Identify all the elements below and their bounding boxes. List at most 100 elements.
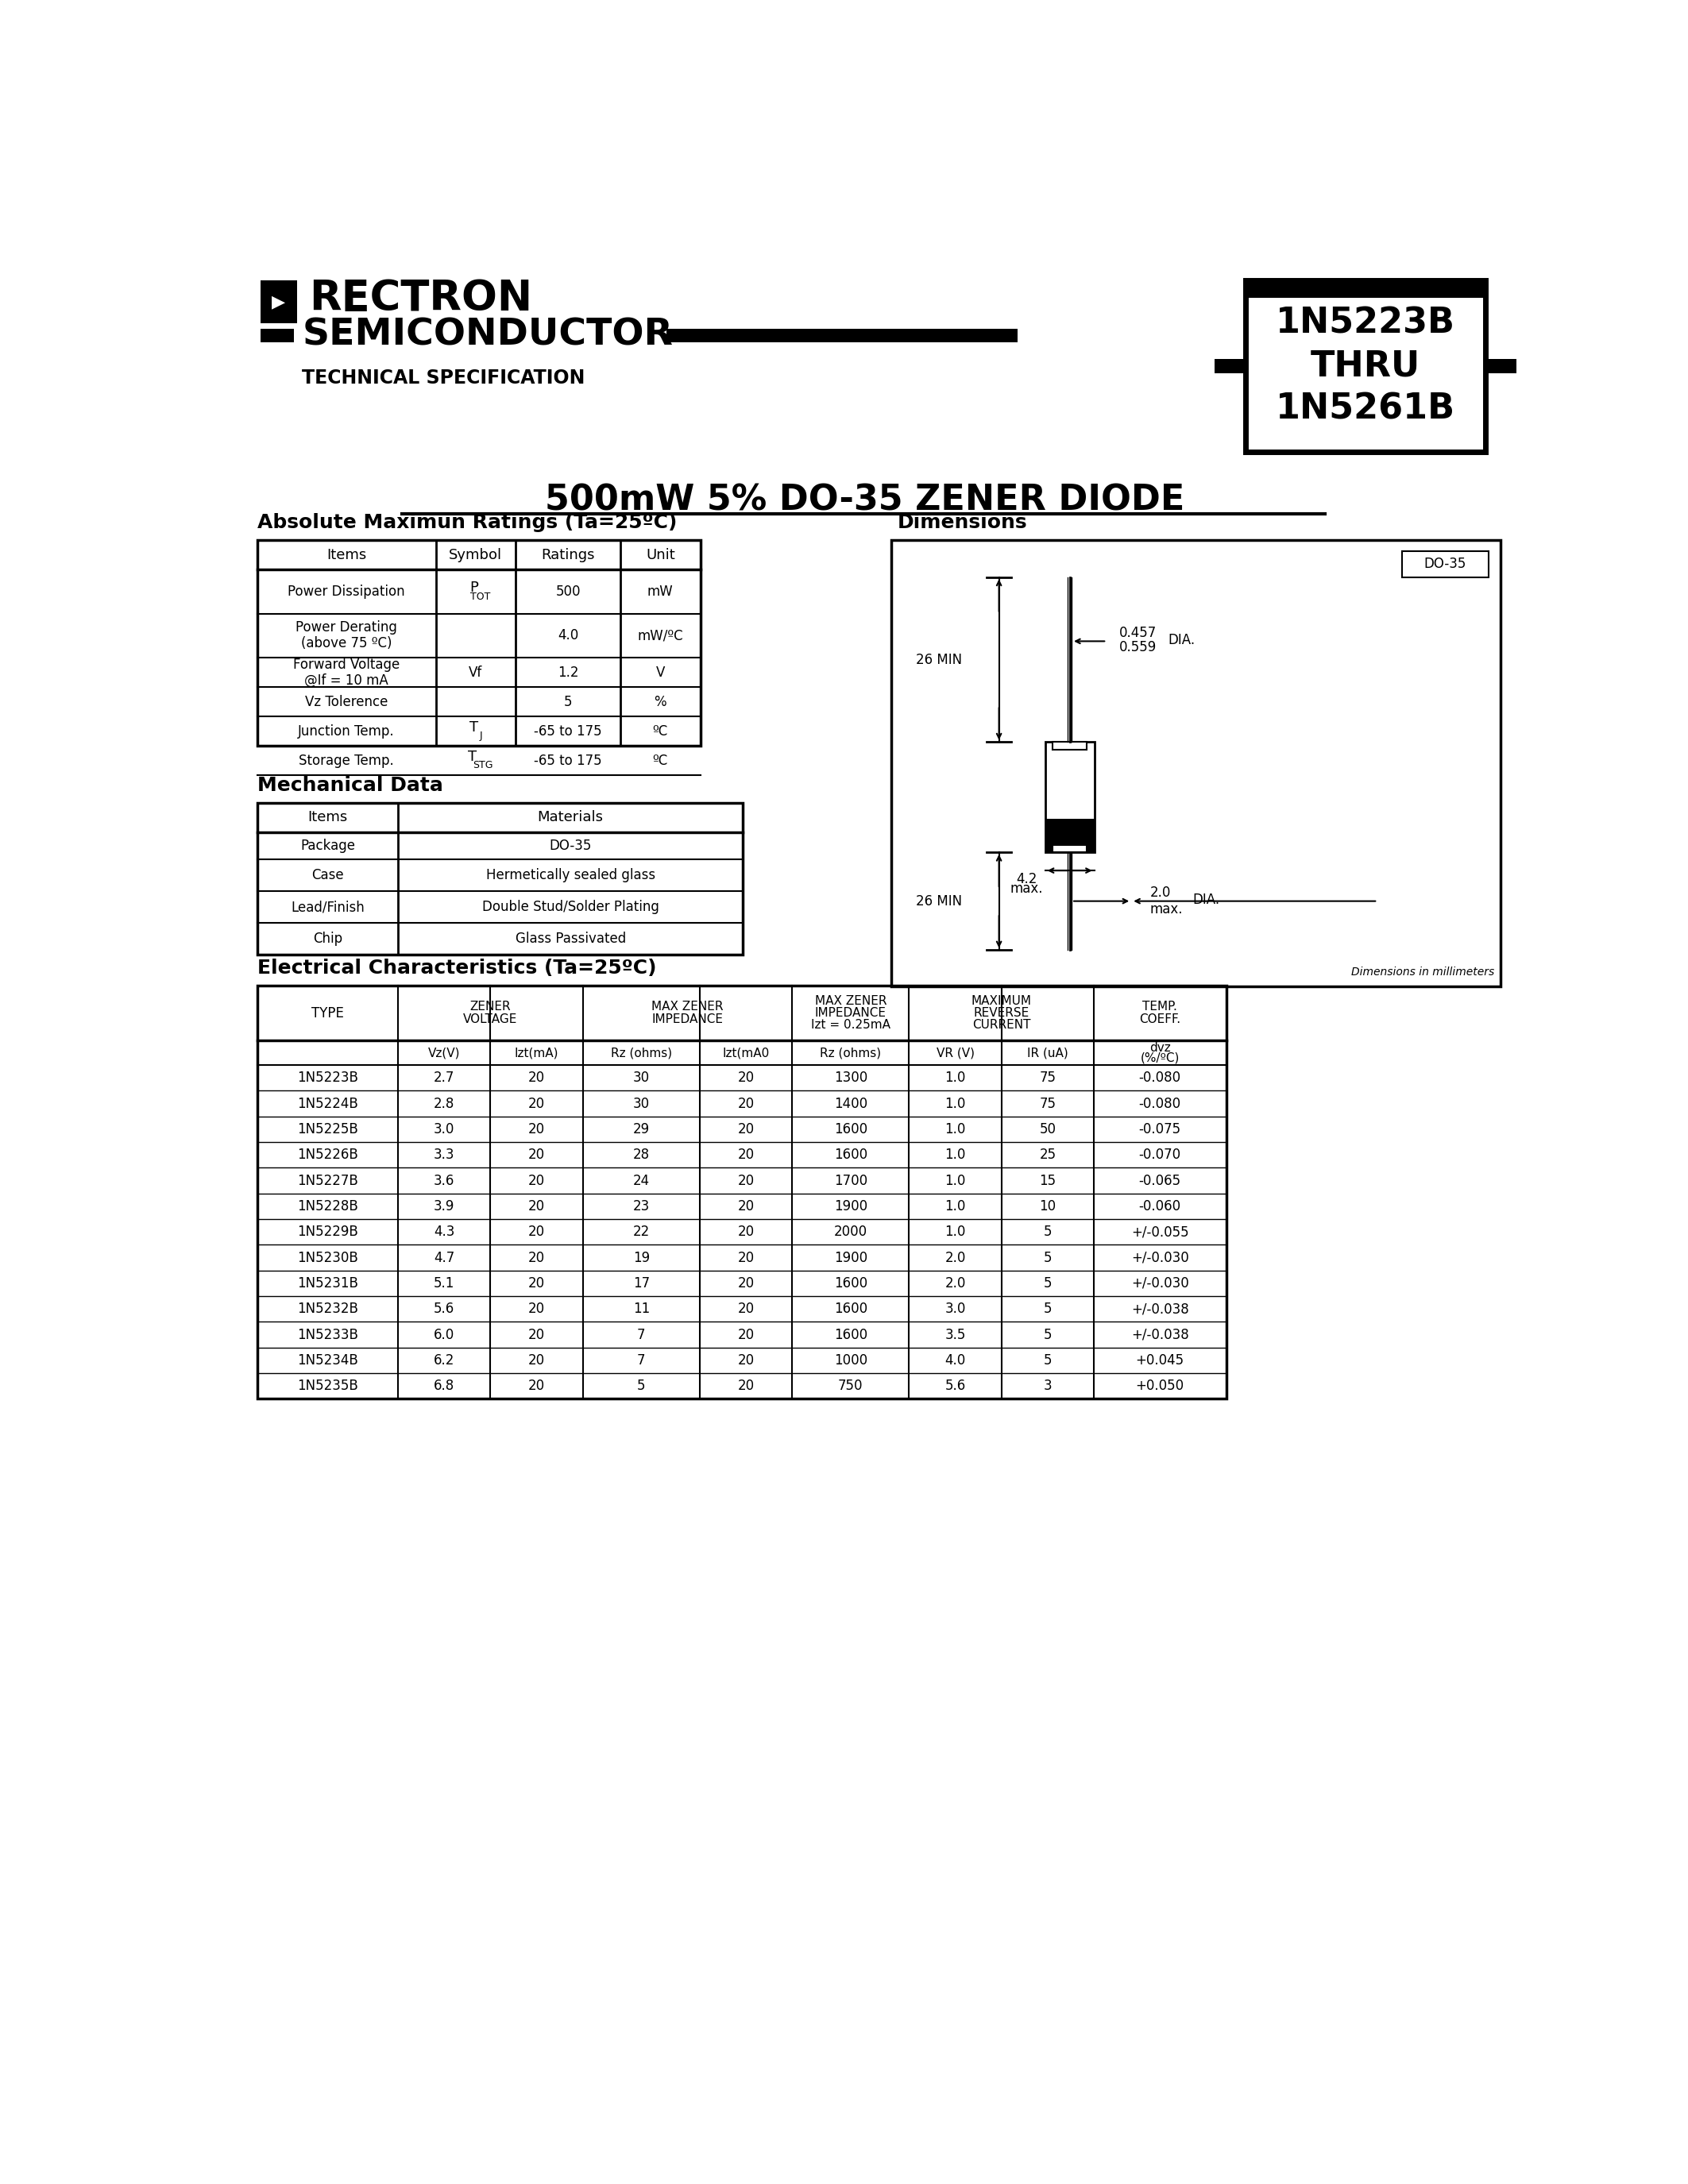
Text: 2.0: 2.0 [945, 1275, 966, 1291]
Bar [1053, 845, 1087, 852]
Text: (%/ºC): (%/ºC) [1141, 1053, 1180, 1064]
Text: 30: 30 [633, 1096, 650, 1112]
Text: 1N5231B: 1N5231B [297, 1275, 358, 1291]
Text: 5: 5 [1043, 1225, 1052, 1238]
Text: VOLTAGE: VOLTAGE [463, 1013, 518, 1024]
Text: 1N5232B: 1N5232B [297, 1302, 358, 1317]
Text: 20: 20 [738, 1149, 755, 1162]
Text: 3.0: 3.0 [945, 1302, 966, 1317]
Text: TYPE: TYPE [311, 1007, 344, 1020]
Text: 20: 20 [738, 1354, 755, 1367]
Text: 1.0: 1.0 [945, 1070, 966, 1085]
Text: 4.7: 4.7 [434, 1251, 454, 1265]
Text: 3: 3 [1043, 1378, 1052, 1393]
Text: Forward Voltage: Forward Voltage [294, 657, 400, 673]
Text: 20: 20 [738, 1199, 755, 1214]
Text: 5.6: 5.6 [434, 1302, 454, 1317]
Text: 20: 20 [738, 1173, 755, 1188]
Text: Mechanical Data: Mechanical Data [257, 775, 442, 795]
Text: 29: 29 [633, 1123, 650, 1136]
Text: 20: 20 [528, 1096, 545, 1112]
Text: Izt(mA): Izt(mA) [515, 1046, 559, 1059]
Bar [1246, 280, 1485, 297]
Text: 3.6: 3.6 [434, 1173, 454, 1188]
Text: 24: 24 [633, 1173, 650, 1188]
Text: +/-0.038: +/-0.038 [1131, 1328, 1188, 1341]
Text: 1600: 1600 [834, 1328, 868, 1341]
Text: VR (V): VR (V) [937, 1046, 974, 1059]
Text: -0.075: -0.075 [1139, 1123, 1182, 1136]
Text: COEFF.: COEFF. [1139, 1013, 1180, 1024]
Text: 3.0: 3.0 [434, 1123, 454, 1136]
Text: +/-0.030: +/-0.030 [1131, 1251, 1188, 1265]
Text: 7: 7 [636, 1354, 645, 1367]
Text: 0.457: 0.457 [1119, 625, 1156, 640]
Text: 5: 5 [1043, 1354, 1052, 1367]
Text: 20: 20 [528, 1328, 545, 1341]
Text: mW: mW [648, 585, 674, 598]
Text: 1.0: 1.0 [945, 1199, 966, 1214]
Text: (above 75 ºC): (above 75 ºC) [300, 636, 392, 651]
Text: 75: 75 [1040, 1070, 1057, 1085]
Text: P: P [469, 581, 478, 596]
Text: -0.080: -0.080 [1139, 1070, 1182, 1085]
Text: SEMICONDUCTOR: SEMICONDUCTOR [302, 317, 674, 354]
Text: 1600: 1600 [834, 1302, 868, 1317]
Text: 1.0: 1.0 [945, 1149, 966, 1162]
Text: 4.0: 4.0 [945, 1354, 966, 1367]
Text: max.: max. [1150, 902, 1183, 917]
Text: 2000: 2000 [834, 1225, 868, 1238]
Text: 1N5225B: 1N5225B [297, 1123, 358, 1136]
Text: 20: 20 [528, 1199, 545, 1214]
Text: DIA.: DIA. [1193, 893, 1220, 906]
Text: 5: 5 [1043, 1251, 1052, 1265]
Text: 4.3: 4.3 [434, 1225, 454, 1238]
Text: 20: 20 [528, 1173, 545, 1188]
Text: +/-0.055: +/-0.055 [1131, 1225, 1188, 1238]
Text: 15: 15 [1040, 1173, 1057, 1188]
Text: 3.9: 3.9 [434, 1199, 454, 1214]
Text: 30: 30 [633, 1070, 650, 1085]
Text: 6.8: 6.8 [434, 1378, 454, 1393]
Text: 1.0: 1.0 [945, 1173, 966, 1188]
Bar [260, 330, 294, 343]
Text: Case: Case [312, 869, 344, 882]
Text: 2.7: 2.7 [434, 1070, 454, 1085]
Text: 20: 20 [738, 1275, 755, 1291]
Text: -0.070: -0.070 [1139, 1149, 1182, 1162]
Text: 20: 20 [738, 1225, 755, 1238]
Text: max.: max. [1009, 882, 1043, 895]
Text: ºC: ºC [653, 723, 668, 738]
Text: V: V [657, 666, 665, 679]
Text: 1600: 1600 [834, 1149, 868, 1162]
Text: 5: 5 [564, 695, 572, 710]
Text: REVERSE: REVERSE [974, 1007, 1030, 1020]
Text: IMPEDANCE: IMPEDANCE [815, 1007, 886, 1020]
Text: 17: 17 [633, 1275, 650, 1291]
Text: 20: 20 [528, 1354, 545, 1367]
Text: +0.045: +0.045 [1136, 1354, 1185, 1367]
Text: Materials: Materials [537, 810, 604, 826]
Text: Power Derating: Power Derating [295, 620, 397, 636]
Bar [257, 539, 701, 745]
Bar [1214, 358, 1246, 373]
Text: 5: 5 [1043, 1302, 1052, 1317]
Text: Unit: Unit [647, 548, 675, 561]
Text: 75: 75 [1040, 1096, 1057, 1112]
Text: 20: 20 [738, 1251, 755, 1265]
Text: 1N5261B: 1N5261B [1276, 391, 1455, 426]
Text: Package: Package [300, 839, 354, 854]
Text: 20: 20 [528, 1149, 545, 1162]
Text: RECTRON: RECTRON [309, 277, 533, 319]
Bar [257, 804, 743, 954]
Text: IR (uA): IR (uA) [1026, 1046, 1069, 1059]
Text: 1N5223B: 1N5223B [1276, 306, 1455, 341]
Text: 4.2: 4.2 [1016, 871, 1036, 887]
Text: 1900: 1900 [834, 1251, 868, 1265]
Text: 20: 20 [528, 1251, 545, 1265]
Text: 1N5223B: 1N5223B [297, 1070, 358, 1085]
Text: Vf: Vf [469, 666, 483, 679]
Text: 1N5234B: 1N5234B [297, 1354, 358, 1367]
Text: Glass Passivated: Glass Passivated [515, 933, 626, 946]
Text: 1300: 1300 [834, 1070, 868, 1085]
